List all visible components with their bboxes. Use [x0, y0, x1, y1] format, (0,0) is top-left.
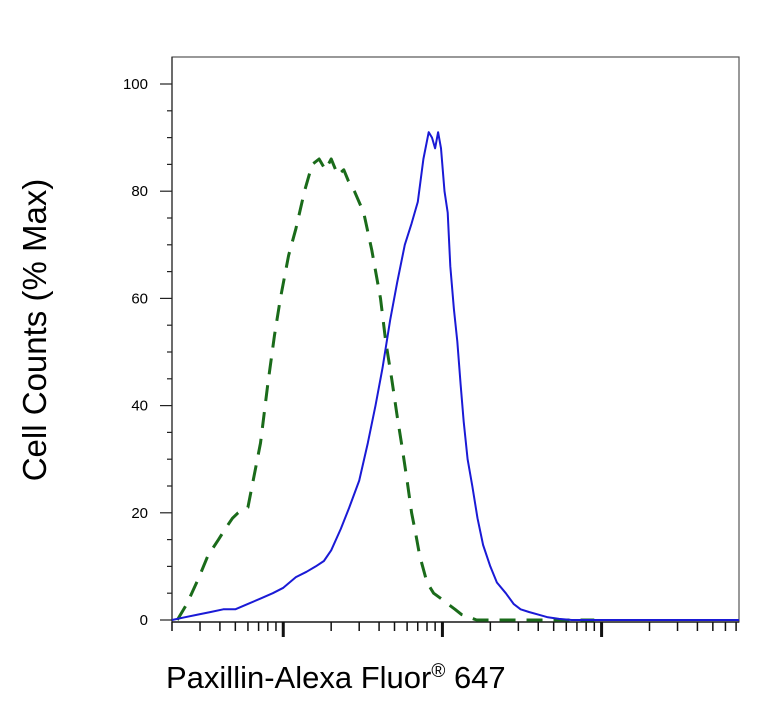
- x-axis-label-main: Paxillin-Alexa Fluor: [166, 660, 431, 695]
- series-layer: [171, 131, 739, 622]
- control-histogram-line: [176, 157, 595, 622]
- plot-frame: [171, 56, 740, 623]
- sample-histogram-line: [171, 131, 739, 621]
- y-tick-label: 20: [131, 505, 148, 522]
- y-tick-label: 100: [123, 76, 148, 93]
- x-axis: [171, 621, 739, 637]
- x-axis-label-registered-mark: ®: [431, 661, 445, 682]
- y-axis: 0 20 40 60 80 100: [123, 57, 173, 629]
- y-tick-label: 60: [131, 290, 148, 307]
- y-tick-label: 80: [131, 183, 148, 200]
- y-axis-label: Cell Counts (% Max): [16, 179, 53, 482]
- x-axis-label-suffix: 647: [445, 660, 505, 695]
- y-tick-label: 0: [140, 612, 148, 629]
- x-axis-label: Paxillin-Alexa Fluor® 647: [166, 660, 506, 695]
- y-tick-label: 40: [131, 398, 148, 415]
